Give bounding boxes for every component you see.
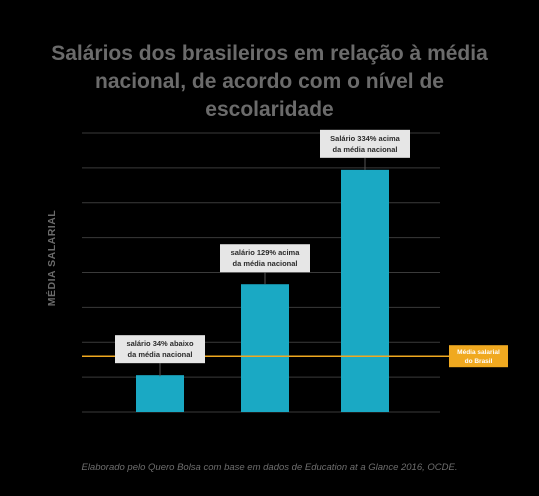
annotation-box	[115, 335, 205, 364]
annotation-text: salário 34% abaixo	[126, 339, 194, 348]
source-footnote: Elaborado pelo Quero Bolsa com base em d…	[81, 462, 458, 473]
bars	[136, 169, 389, 412]
annotation-box	[220, 244, 310, 273]
reference-label-text: do Brasil	[465, 358, 493, 365]
reference-label-box	[449, 345, 508, 368]
annotation-text: Salário 334% acima	[330, 134, 400, 143]
annotation-text: da média nacional	[232, 259, 297, 268]
bar	[341, 169, 389, 412]
annotation-box	[320, 129, 410, 158]
annotation-text: salário 129% acima	[231, 248, 301, 257]
annotations: salário 34% abaixo da média nacional salár…	[115, 129, 410, 377]
bar	[136, 375, 184, 412]
chart-title: Salários dos brasileiros em relação à mé…	[51, 42, 488, 121]
reference-label-text: Média salarial	[457, 349, 500, 356]
y-axis-label: MÉDIA SALARIAL	[45, 210, 58, 307]
bar	[241, 284, 289, 412]
annotation-text: da média nacional	[332, 145, 397, 154]
annotation-text: da média nacional	[127, 350, 192, 359]
